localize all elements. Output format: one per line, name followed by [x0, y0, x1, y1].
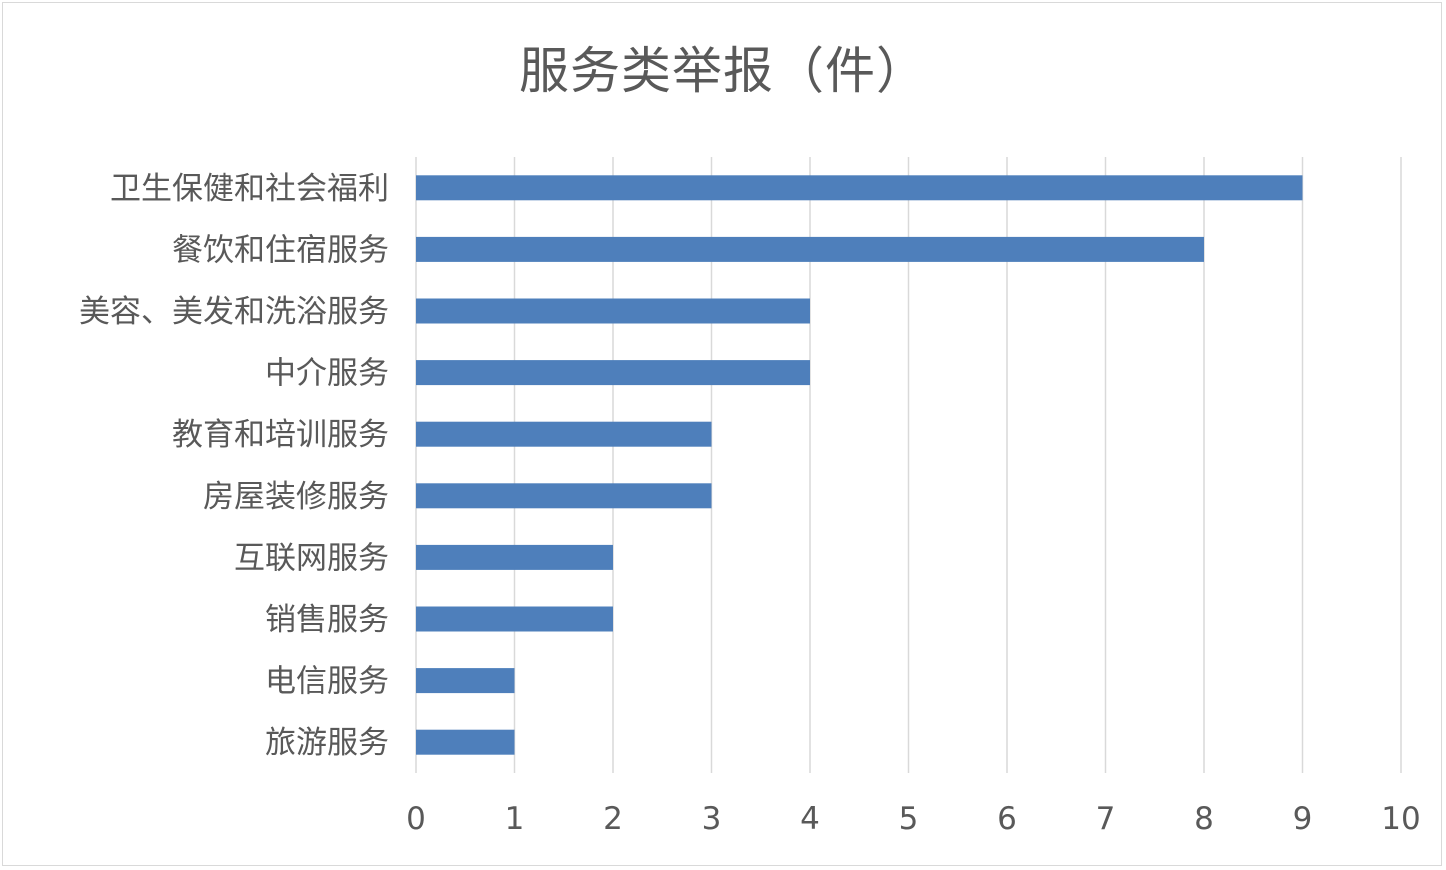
category-label: 旅游服务: [265, 725, 389, 761]
x-tick-label: 5: [899, 801, 919, 837]
bar: [416, 175, 1303, 201]
bar: [416, 729, 515, 755]
x-tick-label: 9: [1293, 801, 1313, 837]
x-tick-label: 0: [406, 801, 426, 837]
bar: [416, 668, 515, 694]
category-label: 卫生保健和社会福利: [110, 171, 389, 207]
x-tick-label: 6: [997, 801, 1017, 837]
x-tick-label: 7: [1096, 801, 1116, 837]
x-tick-label: 3: [702, 801, 722, 837]
category-label: 互联网服务: [234, 540, 389, 576]
category-label: 教育和培训服务: [172, 417, 389, 453]
bar: [416, 421, 712, 447]
x-tick-label: 4: [800, 801, 820, 837]
category-label: 电信服务: [265, 664, 389, 700]
bar: [416, 606, 613, 632]
x-tick-label: 8: [1194, 801, 1214, 837]
category-label: 美容、美发和洗浴服务: [79, 294, 389, 330]
x-tick-label: 2: [603, 801, 623, 837]
bar: [416, 483, 712, 509]
category-label: 房屋装修服务: [203, 479, 389, 515]
category-label: 中介服务: [265, 356, 389, 392]
category-label: 餐饮和住宿服务: [172, 232, 389, 268]
bar: [416, 360, 810, 386]
bar: [416, 236, 1204, 262]
bar: [416, 544, 613, 570]
chart-title: 服务类举报（件）: [519, 42, 927, 100]
bar: [416, 298, 810, 324]
bar-chart-plot: 0 1 2 3 4 5 6 7 8 9 10 卫生保健和社会福利餐饮和住宿服务美容、美发和洗浴服务中介…: [79, 157, 1421, 837]
x-tick-label: 10: [1381, 801, 1420, 837]
category-label: 销售服务: [265, 602, 389, 638]
x-tick-label: 1: [505, 801, 525, 837]
